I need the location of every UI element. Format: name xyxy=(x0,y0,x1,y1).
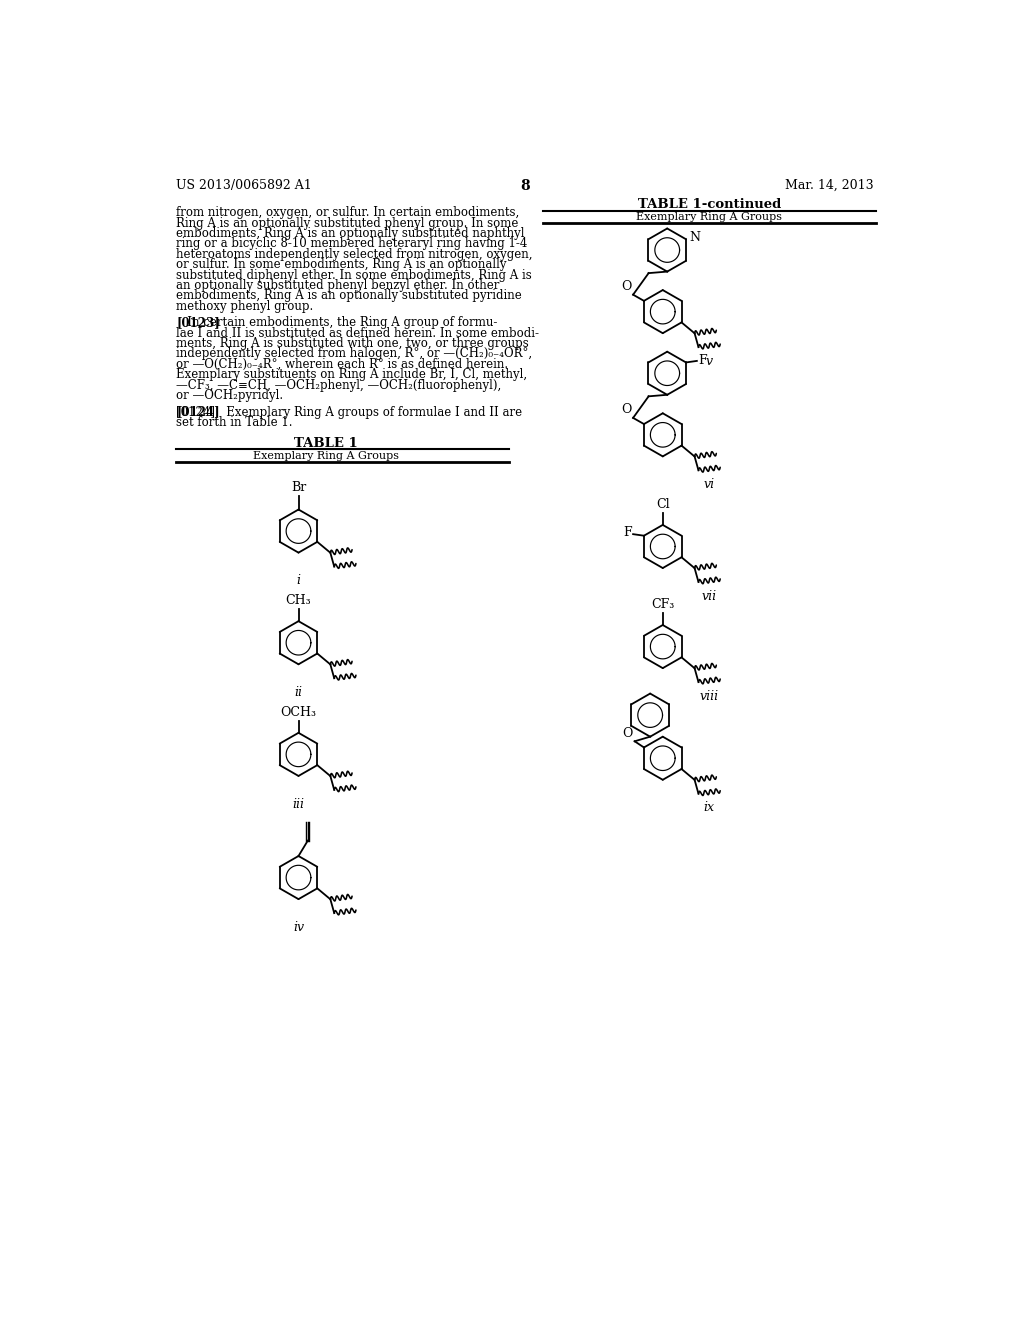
Text: or —OCH₂pyridyl.: or —OCH₂pyridyl. xyxy=(176,389,284,403)
Text: vii: vii xyxy=(701,590,717,603)
Text: ments, Ring A is substituted with one, two, or three groups: ments, Ring A is substituted with one, t… xyxy=(176,337,528,350)
Text: an optionally substituted phenyl benzyl ether. In other: an optionally substituted phenyl benzyl … xyxy=(176,279,500,292)
Text: v: v xyxy=(706,355,713,368)
Text: O: O xyxy=(622,280,632,293)
Text: [0123]: [0123] xyxy=(176,317,220,329)
Text: viii: viii xyxy=(699,689,719,702)
Text: Exemplary Ring A Groups: Exemplary Ring A Groups xyxy=(636,213,782,222)
Text: or —O(CH₂)₀₋₄R°, wherein each R° is as defined herein.: or —O(CH₂)₀₋₄R°, wherein each R° is as d… xyxy=(176,358,508,371)
Text: or sulfur. In some embodiments, Ring A is an optionally: or sulfur. In some embodiments, Ring A i… xyxy=(176,259,507,271)
Text: Ring A is an optionally substituted phenyl group. In some: Ring A is an optionally substituted phen… xyxy=(176,216,518,230)
Text: Exemplary substituents on Ring A include Br, I, Cl, methyl,: Exemplary substituents on Ring A include… xyxy=(176,368,527,381)
Text: [0124]   Exemplary Ring A groups of formulae I and II are: [0124] Exemplary Ring A groups of formul… xyxy=(176,405,522,418)
Text: In certain embodiments, the Ring A group of formu-: In certain embodiments, the Ring A group… xyxy=(176,317,498,329)
Text: Exemplary Ring A Groups: Exemplary Ring A Groups xyxy=(253,451,398,461)
Text: set forth in Table 1.: set forth in Table 1. xyxy=(176,416,293,429)
Text: iii: iii xyxy=(293,797,304,810)
Text: TABLE 1-continued: TABLE 1-continued xyxy=(638,198,781,211)
Text: CH₃: CH₃ xyxy=(286,594,311,607)
Text: iv: iv xyxy=(293,921,304,933)
Text: lae I and II is substituted as defined herein. In some embodi-: lae I and II is substituted as defined h… xyxy=(176,326,539,339)
Text: ix: ix xyxy=(703,801,715,814)
Text: embodiments, Ring A is an optionally substituted naphthyl: embodiments, Ring A is an optionally sub… xyxy=(176,227,524,240)
Text: US 2013/0065892 A1: US 2013/0065892 A1 xyxy=(176,180,311,193)
Text: —CF₃, —C≡CH, —OCH₂phenyl, —OCH₂(fluorophenyl),: —CF₃, —C≡CH, —OCH₂phenyl, —OCH₂(fluoroph… xyxy=(176,379,502,392)
Text: O: O xyxy=(622,404,632,416)
Text: substituted diphenyl ether. In some embodiments, Ring A is: substituted diphenyl ether. In some embo… xyxy=(176,268,531,281)
Text: from nitrogen, oxygen, or sulfur. In certain embodiments,: from nitrogen, oxygen, or sulfur. In cer… xyxy=(176,206,519,219)
Text: ring or a bicyclic 8-10 membered heteraryl ring having 1-4: ring or a bicyclic 8-10 membered heterar… xyxy=(176,238,527,251)
Text: Cl: Cl xyxy=(656,498,670,511)
Text: F: F xyxy=(623,527,632,539)
Text: O: O xyxy=(623,727,633,739)
Text: TABLE 1: TABLE 1 xyxy=(294,437,357,450)
Text: ii: ii xyxy=(295,686,302,698)
Text: vi: vi xyxy=(703,478,715,491)
Text: embodiments, Ring A is an optionally substituted pyridine: embodiments, Ring A is an optionally sub… xyxy=(176,289,522,302)
Text: [0124]: [0124] xyxy=(176,405,220,418)
Text: methoxy phenyl group.: methoxy phenyl group. xyxy=(176,300,313,313)
Text: Br: Br xyxy=(291,480,306,494)
Text: i: i xyxy=(297,574,300,587)
Text: CF₃: CF₃ xyxy=(651,598,675,611)
Text: Mar. 14, 2013: Mar. 14, 2013 xyxy=(785,180,873,193)
Text: independently selected from halogen, R°, or —(CH₂)₀₋₄OR°,: independently selected from halogen, R°,… xyxy=(176,347,532,360)
Text: 8: 8 xyxy=(520,180,529,193)
Text: OCH₃: OCH₃ xyxy=(281,706,316,719)
Text: N: N xyxy=(689,231,700,244)
Text: F: F xyxy=(698,354,707,367)
Text: heteroatoms independently selected from nitrogen, oxygen,: heteroatoms independently selected from … xyxy=(176,248,532,261)
